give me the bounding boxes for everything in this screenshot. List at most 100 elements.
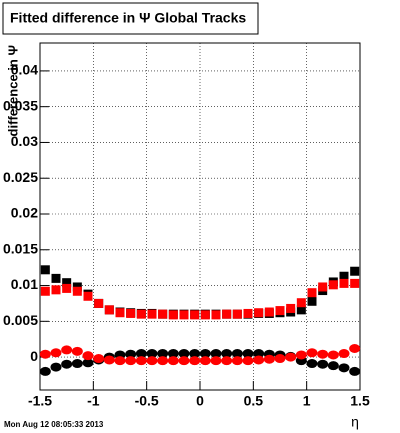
marker bbox=[94, 298, 104, 308]
y-tick-label: 0.015 bbox=[3, 240, 38, 256]
marker bbox=[338, 363, 350, 373]
marker bbox=[93, 354, 105, 364]
marker bbox=[221, 349, 233, 359]
marker bbox=[146, 356, 158, 366]
y-tick-label: 0.02 bbox=[11, 205, 38, 221]
marker bbox=[222, 309, 232, 319]
marker bbox=[286, 303, 296, 313]
marker bbox=[210, 356, 222, 366]
marker bbox=[147, 309, 157, 319]
marker bbox=[136, 309, 146, 319]
marker bbox=[82, 351, 94, 361]
marker bbox=[83, 291, 93, 301]
marker bbox=[51, 273, 61, 283]
marker bbox=[263, 354, 275, 364]
marker bbox=[339, 271, 349, 281]
marker bbox=[189, 349, 201, 359]
x-tick-label: 0 bbox=[196, 393, 204, 409]
x-tick-label: -1.5 bbox=[28, 393, 52, 409]
marker bbox=[178, 356, 190, 366]
marker bbox=[307, 296, 317, 306]
marker bbox=[178, 349, 190, 359]
marker bbox=[296, 298, 306, 308]
marker bbox=[317, 349, 329, 359]
marker bbox=[82, 358, 94, 368]
marker bbox=[125, 349, 137, 359]
marker bbox=[254, 308, 264, 318]
marker bbox=[211, 310, 221, 320]
x-tick-label: -1 bbox=[87, 393, 100, 409]
marker bbox=[71, 346, 83, 356]
marker bbox=[61, 359, 73, 369]
marker bbox=[167, 349, 179, 359]
marker bbox=[135, 356, 147, 366]
marker bbox=[253, 349, 265, 359]
marker bbox=[327, 361, 339, 371]
x-tick-label: -0.5 bbox=[135, 393, 159, 409]
marker bbox=[338, 349, 350, 359]
marker bbox=[39, 349, 51, 359]
marker bbox=[232, 309, 242, 319]
marker bbox=[40, 286, 50, 296]
marker bbox=[318, 282, 328, 292]
marker bbox=[179, 310, 189, 320]
timestamp: Mon Aug 12 08:05:33 2013 bbox=[4, 420, 104, 429]
marker bbox=[274, 354, 286, 364]
marker bbox=[242, 349, 254, 359]
marker bbox=[199, 349, 211, 359]
chart-title: Fitted difference in Ψ Global Tracks bbox=[10, 10, 246, 26]
marker bbox=[125, 356, 137, 366]
marker bbox=[158, 309, 168, 319]
marker bbox=[349, 344, 361, 354]
marker bbox=[275, 306, 285, 316]
y-tick-label: 0.005 bbox=[3, 312, 38, 328]
marker bbox=[189, 356, 201, 366]
marker bbox=[350, 278, 360, 288]
marker bbox=[50, 348, 62, 358]
marker bbox=[168, 310, 178, 320]
marker bbox=[103, 355, 115, 365]
marker bbox=[199, 356, 211, 366]
marker bbox=[242, 356, 254, 366]
marker bbox=[190, 310, 200, 320]
marker bbox=[61, 345, 73, 355]
y-tick-label: 0.03 bbox=[11, 133, 38, 149]
x-axis-label: η bbox=[351, 414, 359, 430]
marker bbox=[210, 349, 222, 359]
marker bbox=[307, 288, 317, 298]
marker bbox=[231, 349, 243, 359]
marker bbox=[350, 266, 360, 276]
marker bbox=[51, 285, 61, 295]
y-tick-label: 0 bbox=[30, 348, 38, 364]
marker bbox=[157, 349, 169, 359]
marker bbox=[167, 356, 179, 366]
marker bbox=[115, 308, 125, 318]
marker bbox=[243, 308, 253, 318]
marker bbox=[285, 352, 297, 362]
marker bbox=[317, 359, 329, 369]
y-tick-label: 0.01 bbox=[11, 276, 38, 292]
marker bbox=[264, 307, 274, 317]
marker bbox=[349, 366, 361, 376]
marker bbox=[306, 359, 318, 369]
marker bbox=[328, 280, 338, 290]
marker bbox=[104, 305, 114, 315]
plot-frame bbox=[39, 42, 361, 391]
marker bbox=[221, 356, 233, 366]
marker bbox=[40, 265, 50, 275]
marker bbox=[253, 355, 265, 365]
marker bbox=[50, 362, 62, 372]
marker bbox=[72, 286, 82, 296]
x-tick-label: 0.5 bbox=[244, 393, 264, 409]
marker bbox=[62, 278, 72, 288]
marker bbox=[296, 305, 306, 315]
x-tick-label: 1 bbox=[303, 393, 311, 409]
y-axis-label: difference in Ψ bbox=[5, 45, 20, 136]
title-box bbox=[2, 2, 259, 35]
marker bbox=[39, 366, 51, 376]
marker bbox=[200, 310, 210, 320]
marker bbox=[295, 350, 307, 360]
marker bbox=[327, 350, 339, 360]
y-tick-label: 0.04 bbox=[11, 62, 38, 78]
